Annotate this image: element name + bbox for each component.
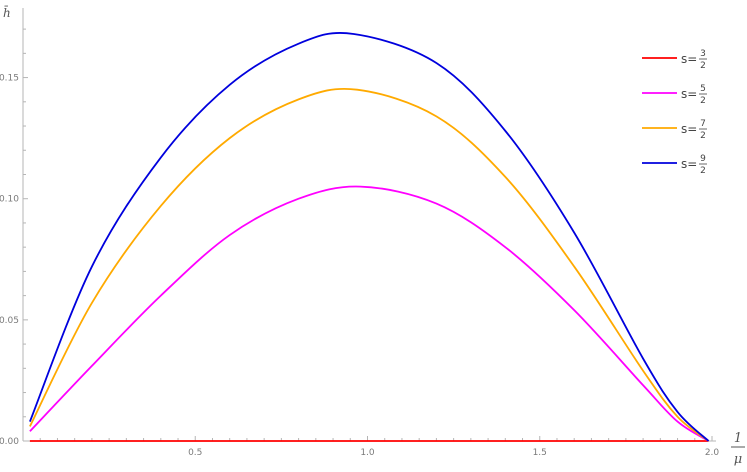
legend-label-prefix: s= <box>681 52 697 66</box>
legend-entry: s= 9 2 <box>642 154 707 176</box>
legend-entry: s= 3 2 <box>642 49 707 71</box>
legend-label-numerator: 9 <box>700 154 706 164</box>
legend-label-prefix: s= <box>681 87 697 101</box>
x-tick-label: 1.5 <box>533 448 547 458</box>
legend-entry: s= 7 2 <box>642 119 707 141</box>
series-lines <box>29 32 710 442</box>
legend-entry: s= 5 2 <box>642 84 707 106</box>
y-tick-label: 0.10 <box>0 195 19 205</box>
legend-label-prefix: s= <box>681 157 697 171</box>
legend-label-denominator: 2 <box>700 96 706 106</box>
legend-label-numerator: 5 <box>700 84 706 94</box>
x-tick-label: 2.0 <box>705 448 720 458</box>
legend-label-numerator: 7 <box>700 119 706 129</box>
legend-label-denominator: 2 <box>700 61 706 71</box>
series-line-9-over-2 <box>29 32 710 442</box>
tick-marks: 0.5 1.0 1.5 2.0 0.00 0.05 0.10 0.15 <box>0 28 720 458</box>
axes: h̄ 1 μ <box>3 4 745 467</box>
legend-label-prefix: s= <box>681 122 697 136</box>
legend: s= 32s= 52s= 72s= 92 <box>642 49 707 176</box>
x-axis-title-denominator: μ <box>734 452 742 467</box>
y-axis-title: h̄ <box>3 4 11 20</box>
x-tick-label: 1.0 <box>360 448 375 458</box>
series-line-5-over-2 <box>29 185 710 442</box>
y-tick-label: 0.00 <box>0 437 19 447</box>
legend-label-denominator: 2 <box>700 131 706 141</box>
x-axis-title-numerator: 1 <box>734 431 742 446</box>
y-tick-label: 0.05 <box>0 316 19 326</box>
series-line-7-over-2 <box>29 87 710 442</box>
x-tick-label: 0.5 <box>188 448 202 458</box>
legend-label-denominator: 2 <box>700 166 706 176</box>
legend-label-numerator: 3 <box>700 49 706 59</box>
y-tick-label: 0.15 <box>0 74 19 84</box>
